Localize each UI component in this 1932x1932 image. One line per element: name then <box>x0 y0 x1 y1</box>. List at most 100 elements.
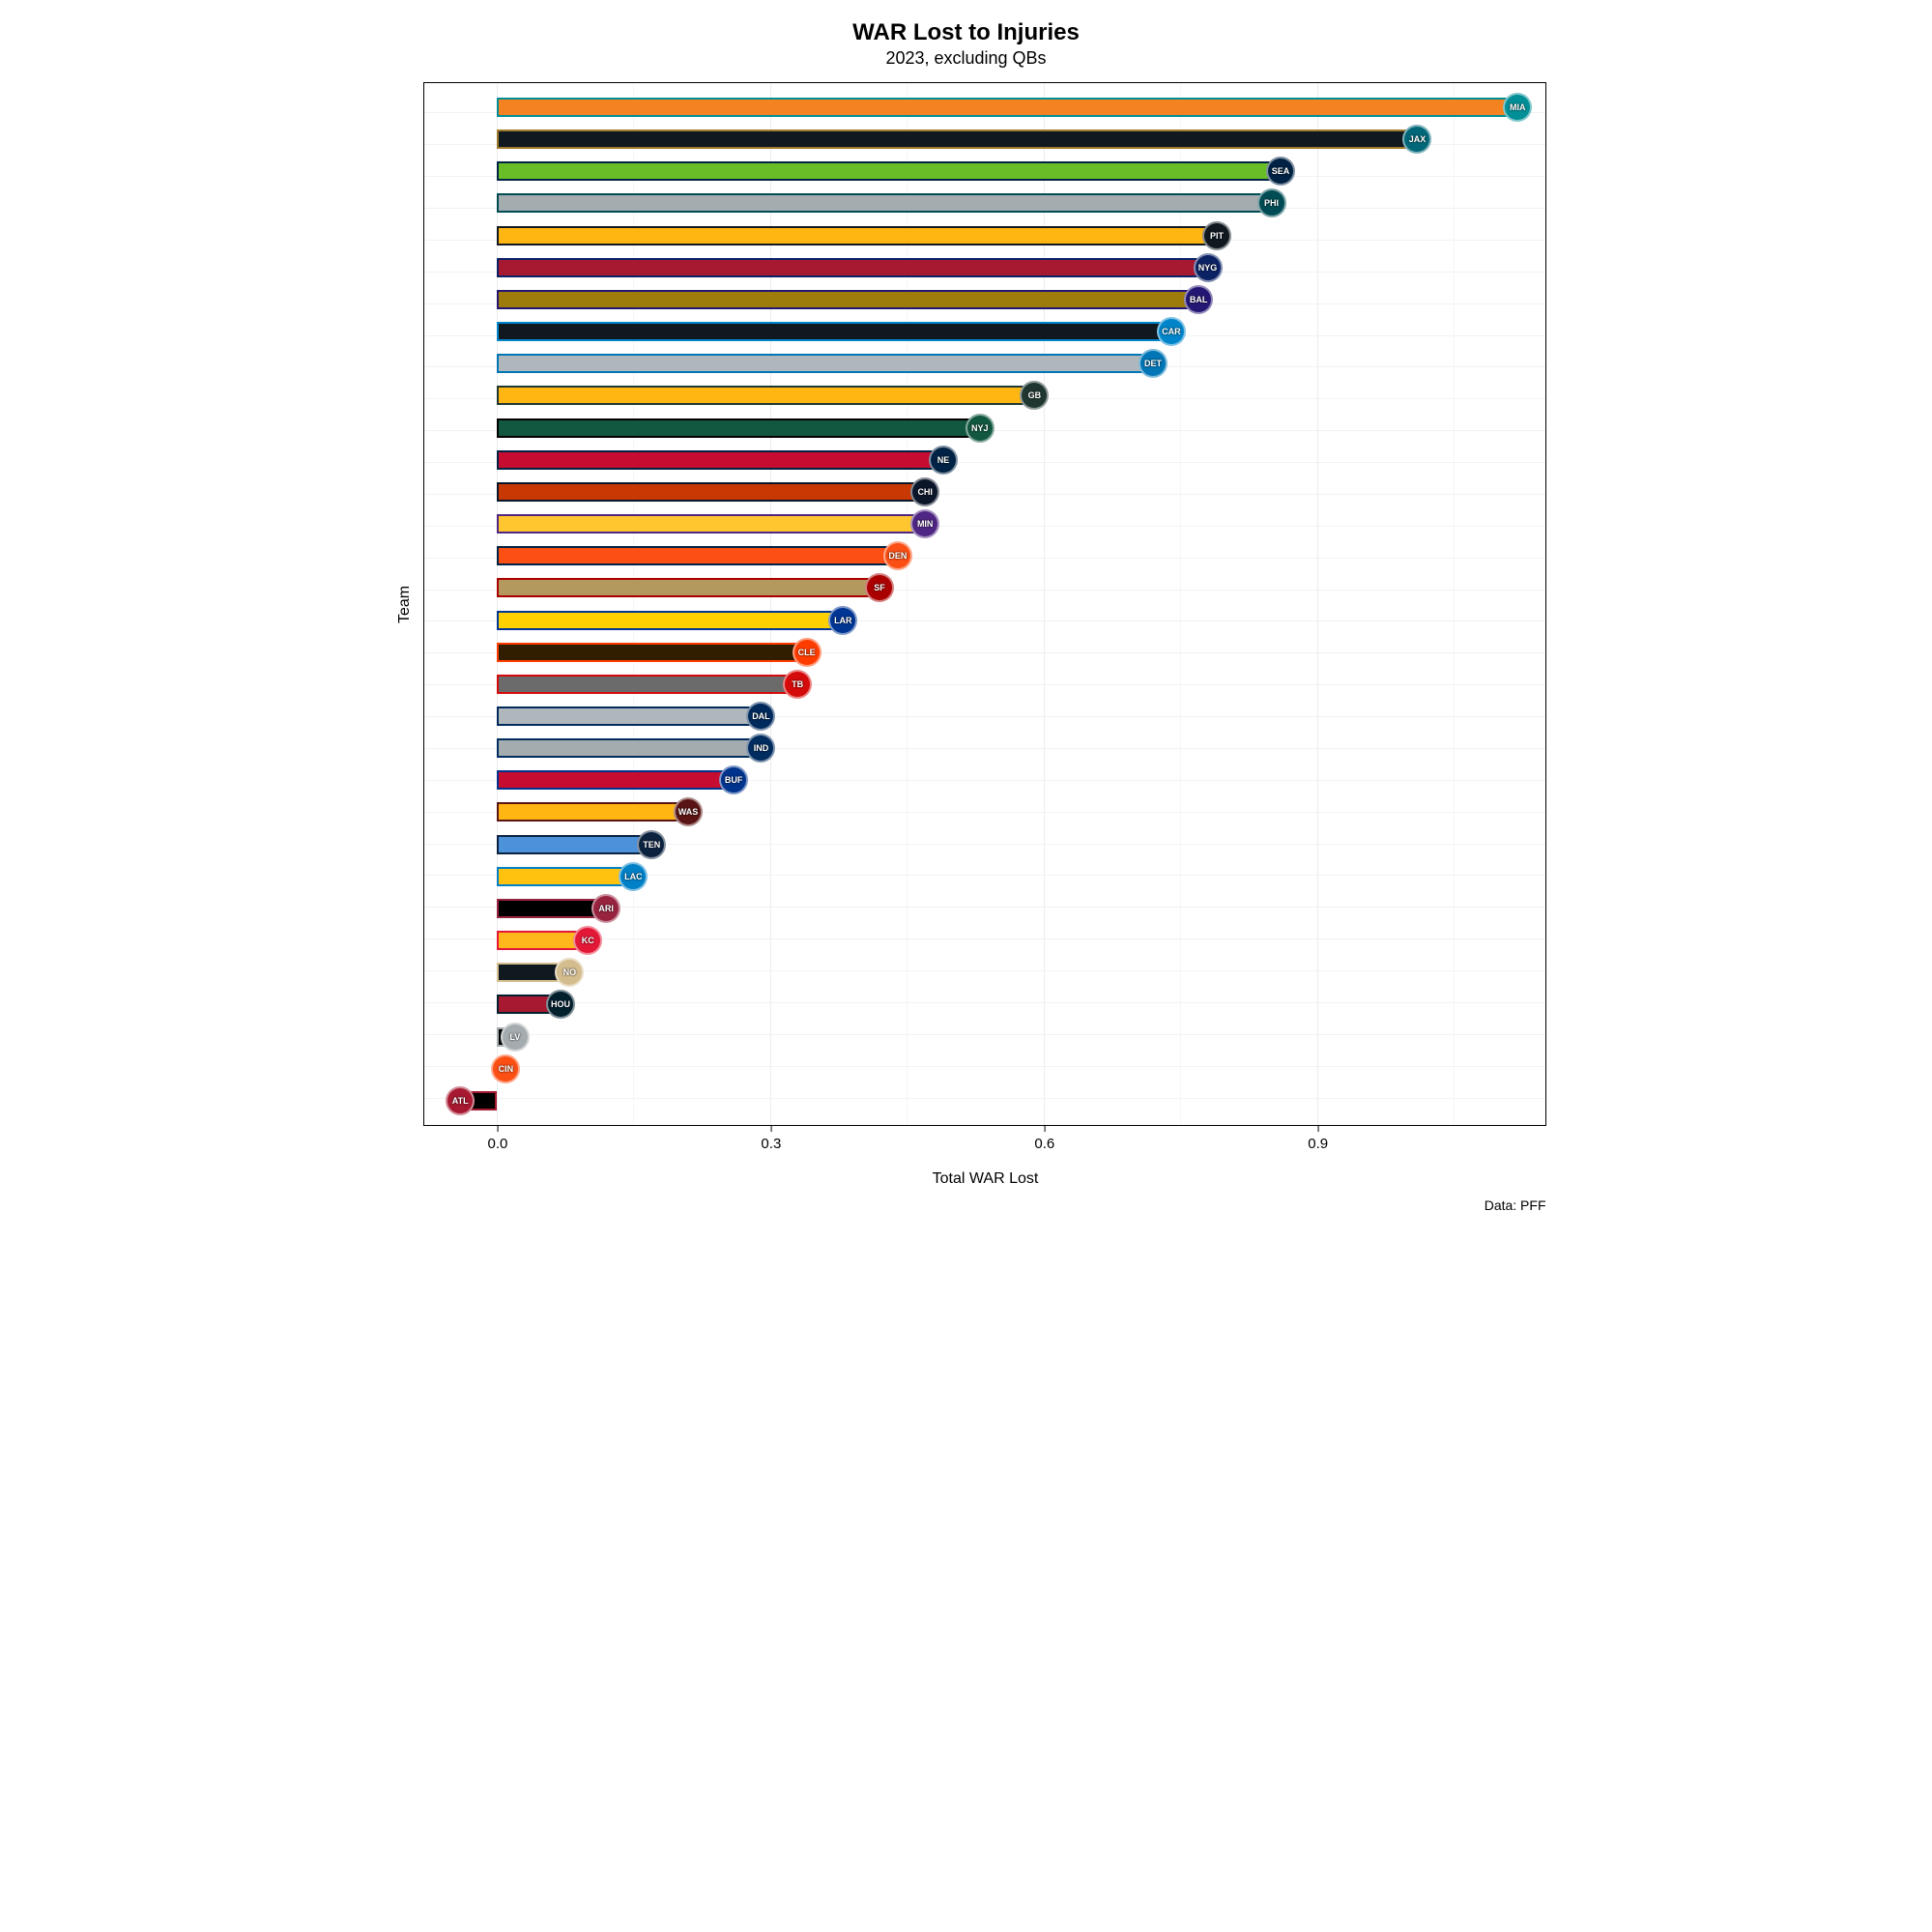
bar-row: PHI <box>424 192 1545 214</box>
team-logo-icon: TB <box>783 670 812 699</box>
bar-ne <box>497 450 943 470</box>
team-logo-icon: GB <box>1020 381 1049 410</box>
bar-row: WAS <box>424 801 1545 822</box>
bar-phi <box>497 193 1272 213</box>
bar-was <box>497 802 688 822</box>
team-logo-icon: IND <box>746 734 775 763</box>
bar-lar <box>497 611 843 630</box>
bar-row: LAC <box>424 866 1545 887</box>
bar-row: TB <box>424 674 1545 695</box>
x-tick: 0.9 <box>1308 1136 1328 1152</box>
bar-bal <box>497 290 1198 309</box>
plot-frame: Team MIAJAXSEAPHIPITNYGBALCARDETGBNYJNEC… <box>387 82 1546 1126</box>
team-logo-icon: CIN <box>491 1054 520 1083</box>
war-chart: WAR Lost to Injuries 2023, excluding QBs… <box>387 19 1546 1213</box>
bar-min <box>497 514 925 533</box>
team-logo-icon: LAC <box>619 862 648 891</box>
bar-row: CLE <box>424 642 1545 663</box>
bar-row: TEN <box>424 834 1545 855</box>
bar-row: NE <box>424 449 1545 471</box>
bar-row: DAL <box>424 706 1545 727</box>
team-logo-icon: KC <box>573 926 602 955</box>
bar-mia <box>497 98 1517 117</box>
team-logo-icon: TEN <box>637 830 666 859</box>
bar-row: NYG <box>424 257 1545 278</box>
bar-sea <box>497 161 1281 181</box>
bar-row: CAR <box>424 321 1545 342</box>
team-logo-icon: SEA <box>1266 157 1295 186</box>
chart-subtitle: 2023, excluding QBs <box>387 48 1546 69</box>
team-logo-icon: PHI <box>1257 188 1286 217</box>
bar-ari <box>497 899 606 918</box>
team-logo-icon: MIN <box>910 509 939 538</box>
bar-lac <box>497 867 633 886</box>
team-logo-icon: JAX <box>1402 125 1431 154</box>
bar-cle <box>497 643 807 662</box>
team-logo-icon: NYG <box>1194 253 1223 282</box>
bar-gb <box>497 386 1034 405</box>
bar-row: GB <box>424 385 1545 406</box>
team-logo-icon: CLE <box>793 638 822 667</box>
x-tick: 0.0 <box>488 1136 508 1152</box>
team-logo-icon: NYJ <box>966 414 995 443</box>
bar-row: HOU <box>424 994 1545 1015</box>
bar-ten <box>497 835 651 854</box>
bar-row: JAX <box>424 129 1545 150</box>
bar-row: DET <box>424 353 1545 374</box>
bar-row: SF <box>424 577 1545 598</box>
bar-row: CHI <box>424 481 1545 503</box>
bar-den <box>497 546 898 565</box>
team-logo-icon: CHI <box>910 477 939 506</box>
plot-panel: MIAJAXSEAPHIPITNYGBALCARDETGBNYJNECHIMIN… <box>423 82 1546 1126</box>
bar-row: CIN <box>424 1058 1545 1080</box>
team-logo-icon: PIT <box>1202 221 1231 250</box>
team-logo-icon: CAR <box>1157 317 1186 346</box>
bar-sf <box>497 578 879 597</box>
bar-row: KC <box>424 930 1545 951</box>
team-logo-icon: DEN <box>883 541 912 570</box>
bar-row: NO <box>424 962 1545 983</box>
bars-container: MIAJAXSEAPHIPITNYGBALCARDETGBNYJNECHIMIN… <box>424 83 1545 1125</box>
bar-nyj <box>497 418 980 438</box>
bar-jax <box>497 130 1418 149</box>
bar-car <box>497 322 1171 341</box>
team-logo-icon: ATL <box>446 1086 475 1115</box>
team-logo-icon: NO <box>555 958 584 987</box>
team-logo-icon: LAR <box>828 606 857 635</box>
team-logo-icon: MIA <box>1503 93 1532 122</box>
x-axis-label: Total WAR Lost <box>425 1170 1546 1188</box>
team-logo-icon: DET <box>1139 349 1168 378</box>
bar-row: LAR <box>424 610 1545 631</box>
team-logo-icon: BUF <box>719 765 748 794</box>
x-tick: 0.3 <box>761 1136 781 1152</box>
team-logo-icon: DAL <box>746 702 775 731</box>
bar-row: ARI <box>424 898 1545 919</box>
bar-ind <box>497 738 761 758</box>
team-logo-icon: WAS <box>674 797 703 826</box>
team-logo-icon: NE <box>929 446 958 475</box>
team-logo-icon: HOU <box>546 990 575 1019</box>
bar-row: MIN <box>424 513 1545 534</box>
bar-nyg <box>497 258 1208 277</box>
y-axis-label: Team <box>387 82 423 1126</box>
bar-dal <box>497 706 761 726</box>
bar-row: BUF <box>424 769 1545 791</box>
chart-title: WAR Lost to Injuries <box>387 19 1546 46</box>
bar-chi <box>497 482 925 502</box>
chart-caption: Data: PFF <box>387 1197 1546 1213</box>
bar-row: BAL <box>424 289 1545 310</box>
team-logo-icon: ARI <box>591 894 620 923</box>
x-tick: 0.6 <box>1034 1136 1054 1152</box>
team-logo-icon: SF <box>865 573 894 602</box>
team-logo-icon: BAL <box>1184 285 1213 314</box>
bar-tb <box>497 675 797 694</box>
bar-pit <box>497 226 1217 245</box>
bar-row: DEN <box>424 545 1545 566</box>
bar-row: LV <box>424 1026 1545 1048</box>
bar-row: ATL <box>424 1090 1545 1111</box>
bar-row: IND <box>424 737 1545 759</box>
bar-row: MIA <box>424 97 1545 118</box>
bar-row: SEA <box>424 160 1545 182</box>
bar-det <box>497 354 1153 373</box>
x-axis: 0.0 0.3 0.6 0.9 <box>425 1126 1546 1165</box>
